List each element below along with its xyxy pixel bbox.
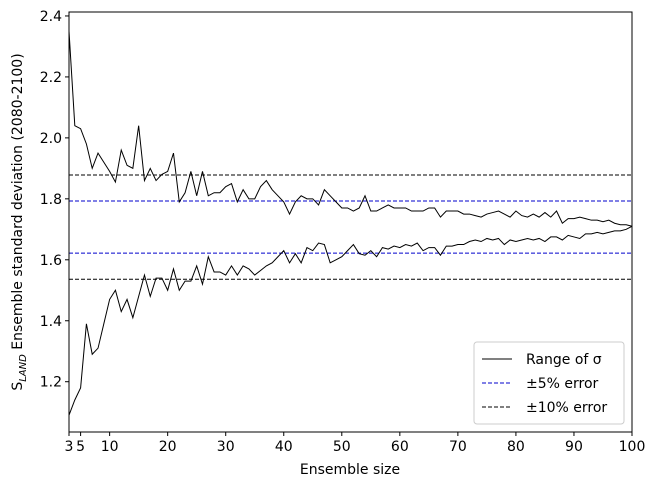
x-tick-label: 70 — [449, 439, 467, 455]
y-tick-label: 1.2 — [40, 375, 62, 391]
x-tick-label: 30 — [217, 439, 235, 455]
legend-label: ±5% error — [526, 376, 599, 392]
x-tick-label: 40 — [275, 439, 293, 455]
y-tick-label: 2.4 — [40, 9, 62, 25]
y-axis-label: SLAND Ensemble standard deviation (2080-… — [10, 53, 29, 390]
y-label-rest: Ensemble standard deviation (2080-2100) — [10, 53, 26, 354]
x-axis-label: Ensemble size — [300, 462, 400, 478]
plot-frame — [68, 11, 633, 433]
x-tick-label: 90 — [565, 439, 583, 455]
legend-label: ±10% error — [526, 400, 607, 416]
y-label-main: S — [10, 382, 26, 391]
x-tick-label: 50 — [333, 439, 351, 455]
x-tick-label: 80 — [507, 439, 525, 455]
legend-box — [473, 341, 625, 425]
legend: Range of σ ±5% error ±10% error — [473, 341, 625, 425]
y-tick-label: 2.2 — [40, 70, 62, 86]
y-label-sub: LAND — [18, 354, 29, 382]
y-tick-label: 1.6 — [40, 253, 62, 269]
x-tick-label: 5 — [76, 439, 85, 455]
x-tick-label: 100 — [619, 439, 646, 455]
range-line — [68, 225, 633, 416]
x-tick-label: 20 — [159, 439, 177, 455]
legend-label: Range of σ — [526, 352, 602, 368]
x-tick-label: 3 — [65, 439, 74, 455]
y-tick-label: 2.0 — [40, 131, 62, 147]
x-tick-label: 60 — [391, 439, 409, 455]
x-tick-label: 10 — [101, 439, 119, 455]
y-tick-label: 1.8 — [40, 192, 62, 208]
range-line — [68, 31, 633, 227]
y-tick-label: 1.4 — [40, 314, 62, 330]
